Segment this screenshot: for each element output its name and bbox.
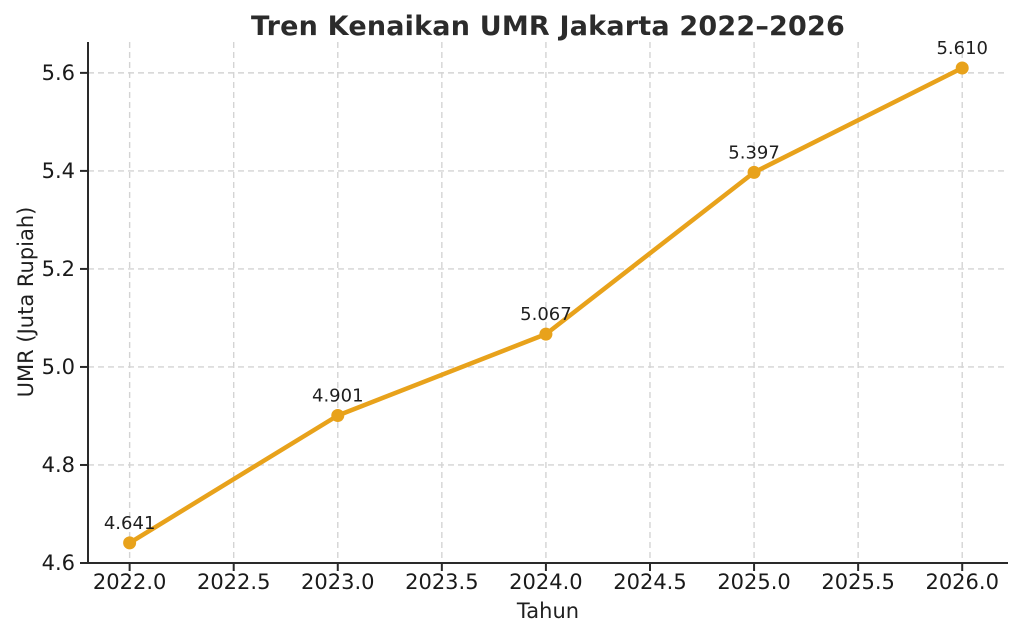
x-axis-label: Tahun [516, 599, 580, 623]
data-point-marker [747, 165, 761, 179]
x-tick-label: 2022.5 [197, 570, 270, 594]
x-tick-label: 2024.0 [509, 570, 582, 594]
y-tick-label: 5.0 [42, 355, 75, 379]
x-tick-label: 2025.0 [717, 570, 790, 594]
data-point-label: 5.067 [520, 304, 572, 325]
data-point-marker [539, 327, 553, 341]
y-axis-label: UMR (Juta Rupiah) [14, 206, 38, 398]
y-tick-label: 5.4 [42, 159, 75, 183]
data-point-label: 5.397 [728, 142, 780, 163]
x-tick-label: 2023.0 [301, 570, 374, 594]
x-tick-label: 2026.0 [925, 570, 998, 594]
data-point-label: 4.901 [312, 385, 364, 406]
data-point-marker [955, 61, 969, 75]
y-tick-label: 5.2 [42, 257, 75, 281]
x-tick-label: 2023.5 [405, 570, 478, 594]
data-point-marker [331, 408, 345, 422]
x-tick-label: 2022.0 [93, 570, 166, 594]
data-point-label: 5.610 [936, 38, 988, 59]
data-point-marker [123, 536, 137, 550]
y-tick-label: 4.8 [42, 453, 75, 477]
y-tick-label: 5.6 [42, 61, 75, 85]
x-tick-label: 2024.5 [613, 570, 686, 594]
x-tick-label: 2025.5 [821, 570, 894, 594]
chart-title: Tren Kenaikan UMR Jakarta 2022–2026 [250, 11, 845, 42]
data-point-label: 4.641 [104, 513, 156, 534]
y-tick-label: 4.6 [42, 551, 75, 575]
